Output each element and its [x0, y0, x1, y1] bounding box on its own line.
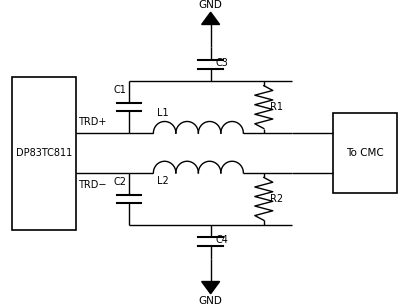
Text: L2: L2 — [157, 176, 169, 186]
Text: C4: C4 — [216, 235, 228, 245]
Text: C3: C3 — [216, 58, 228, 68]
Text: GND: GND — [199, 296, 222, 306]
Text: TRD+: TRD+ — [78, 117, 106, 127]
Text: C2: C2 — [114, 177, 127, 187]
Text: To CMC: To CMC — [346, 148, 384, 158]
Text: DP83TC811: DP83TC811 — [16, 148, 72, 158]
Text: L1: L1 — [157, 108, 169, 118]
Text: TRD−: TRD− — [78, 180, 106, 190]
Text: R2: R2 — [270, 194, 283, 204]
Bar — [12, 76, 76, 230]
Text: GND: GND — [199, 0, 222, 10]
Text: C1: C1 — [114, 85, 127, 95]
Bar — [333, 113, 397, 193]
Polygon shape — [202, 12, 220, 24]
Polygon shape — [202, 282, 220, 294]
Text: R1: R1 — [270, 102, 283, 112]
